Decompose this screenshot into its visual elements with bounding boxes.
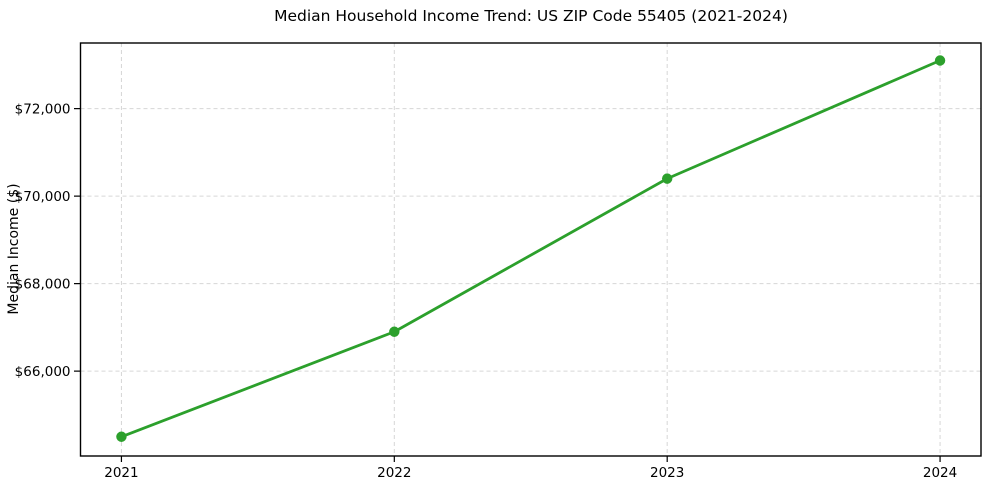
income-trend-line bbox=[120, 59, 942, 439]
data-point-2022 bbox=[389, 326, 400, 337]
x-tick-label: 2022 bbox=[377, 465, 411, 481]
chart-title: Median Household Income Trend: US ZIP Co… bbox=[274, 7, 788, 25]
y-tick-label: $72,000 bbox=[15, 101, 71, 117]
plot-border bbox=[79, 42, 982, 457]
y-tick-label: $70,000 bbox=[15, 189, 71, 205]
x-tick-label: 2021 bbox=[104, 465, 138, 481]
data-point-2021 bbox=[116, 431, 127, 442]
x-tick-label: 2023 bbox=[650, 465, 684, 481]
y-tick-label: $68,000 bbox=[15, 276, 71, 292]
y-tick-label: $66,000 bbox=[15, 364, 71, 380]
x-tick-label: 2024 bbox=[923, 465, 957, 481]
data-point-2023 bbox=[661, 173, 673, 184]
data-point-2024 bbox=[934, 55, 946, 66]
